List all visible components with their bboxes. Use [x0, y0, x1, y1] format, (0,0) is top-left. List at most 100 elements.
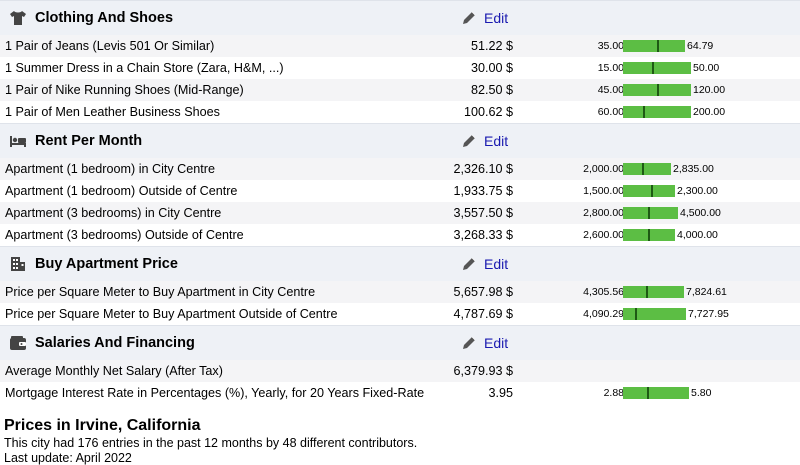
range-high: 5.80: [691, 387, 712, 399]
range-bar: [623, 62, 691, 74]
edit-link[interactable]: Edit: [484, 10, 509, 26]
category-header: Clothing And Shoes Edit: [0, 0, 800, 35]
average-marker: [642, 163, 644, 175]
average-marker: [635, 308, 637, 320]
pencil-icon[interactable]: [461, 10, 477, 26]
range-low: 45.00: [597, 84, 624, 96]
range-bar-area: 5.80: [623, 387, 800, 399]
pencil-icon[interactable]: [461, 133, 477, 149]
range-bar: [623, 40, 685, 52]
item-name: Apartment (3 bedrooms) in City Centre: [0, 202, 443, 224]
average-marker: [643, 106, 645, 118]
category-header: Salaries And Financing Edit: [0, 325, 800, 360]
item-name: Apartment (3 bedrooms) Outside of Centre: [0, 224, 443, 247]
range-bar-area: 2,300.00: [623, 185, 800, 197]
item-price: 4,787.69 $: [443, 303, 513, 326]
edit-button[interactable]: Edit: [444, 335, 799, 351]
category-title-wrap: Rent Per Month: [1, 133, 442, 149]
price-row: 1 Summer Dress in a Chain Store (Zara, H…: [0, 57, 800, 79]
price-table: Clothing And Shoes Edit 1 Pair of Jeans (L…: [0, 0, 800, 404]
building-icon: [9, 256, 27, 272]
range-low: 4,090.29: [583, 308, 624, 320]
range-bar-area: 50.00: [623, 62, 800, 74]
range-high: 200.00: [693, 106, 726, 118]
range-high: 2,835.00: [673, 163, 714, 175]
item-price: 1,933.75 $: [443, 180, 513, 202]
footer: Prices in Irvine, California This city h…: [0, 417, 800, 465]
edit-button[interactable]: Edit: [444, 133, 799, 149]
price-range: 2,800.00 4,500.00: [514, 203, 799, 223]
pencil-icon[interactable]: [461, 256, 477, 272]
price-range: 2,000.00 2,835.00: [514, 159, 799, 179]
category-title: Buy Apartment Price: [35, 256, 178, 272]
item-price: 82.50 $: [443, 79, 513, 101]
item-name: Mortgage Interest Rate in Percentages (%…: [0, 382, 443, 404]
price-row: Average Monthly Net Salary (After Tax) 6,…: [0, 360, 800, 382]
item-price: 51.22 $: [443, 35, 513, 57]
category-title: Clothing And Shoes: [35, 10, 174, 26]
price-range: 60.00 200.00: [514, 102, 799, 122]
price-range: 35.00 64.79: [514, 36, 799, 56]
price-row: Price per Square Meter to Buy Apartment …: [0, 281, 800, 303]
range-bar: [623, 286, 684, 298]
edit-link[interactable]: Edit: [484, 133, 509, 149]
range-high: 7,727.95: [688, 308, 729, 320]
price-range: 2.88 5.80: [514, 383, 799, 403]
price-range: 45.00 120.00: [514, 80, 799, 100]
range-bar-area: 2,835.00: [623, 163, 800, 175]
range-low: 2,000.00: [583, 163, 624, 175]
average-marker: [648, 229, 650, 241]
item-price: 5,657.98 $: [443, 281, 513, 303]
average-marker: [646, 286, 648, 298]
item-name: 1 Pair of Nike Running Shoes (Mid-Range): [0, 79, 443, 101]
pencil-icon[interactable]: [461, 335, 477, 351]
average-marker: [657, 84, 659, 96]
edit-link[interactable]: Edit: [484, 335, 509, 351]
shirt-icon: [9, 10, 27, 26]
range-high: 7,824.61: [686, 286, 727, 298]
average-marker: [657, 40, 659, 52]
category-title: Salaries And Financing: [35, 335, 195, 351]
edit-button[interactable]: Edit: [444, 256, 799, 272]
city-prices-heading: Prices in Irvine, California: [4, 417, 201, 434]
item-name: Average Monthly Net Salary (After Tax): [0, 360, 443, 382]
average-marker: [651, 185, 653, 197]
item-name: Price per Square Meter to Buy Apartment …: [0, 303, 443, 326]
price-row: Apartment (3 bedrooms) in City Centre 3,5…: [0, 202, 800, 224]
average-marker: [647, 387, 649, 399]
category-header: Rent Per Month Edit: [0, 123, 800, 158]
price-row: Apartment (3 bedrooms) Outside of Centre…: [0, 224, 800, 247]
wallet-icon: [9, 335, 27, 351]
item-name: 1 Pair of Men Leather Business Shoes: [0, 101, 443, 124]
range-low: 15.00: [597, 62, 624, 74]
price-range: 2,600.00 4,000.00: [514, 225, 799, 245]
edit-link[interactable]: Edit: [484, 256, 509, 272]
price-row: Mortgage Interest Rate in Percentages (%…: [0, 382, 800, 404]
range-bar: [623, 106, 691, 118]
category-header: Buy Apartment Price Edit: [0, 246, 800, 281]
edit-button[interactable]: Edit: [444, 10, 799, 26]
range-low: 2,800.00: [583, 207, 624, 219]
price-range: 4,305.56 7,824.61: [514, 282, 799, 302]
last-update: Last update: April 2022: [4, 451, 132, 465]
item-name: 1 Pair of Jeans (Levis 501 Or Similar): [0, 35, 443, 57]
range-low: 60.00: [597, 106, 624, 118]
range-high: 50.00: [693, 62, 720, 74]
category-title-wrap: Salaries And Financing: [1, 335, 442, 351]
range-bar: [623, 308, 686, 320]
range-bar-area: 200.00: [623, 106, 800, 118]
price-row: 1 Pair of Men Leather Business Shoes 100.…: [0, 101, 800, 124]
category-title-wrap: Buy Apartment Price: [1, 256, 442, 272]
price-row: Apartment (1 bedroom) in City Centre 2,32…: [0, 158, 800, 180]
range-bar-area: 7,727.95: [623, 308, 800, 320]
price-row: Price per Square Meter to Buy Apartment …: [0, 303, 800, 326]
item-name: Apartment (1 bedroom) in City Centre: [0, 158, 443, 180]
item-price: 6,379.93 $: [443, 360, 513, 382]
price-range: 4,090.29 7,727.95: [514, 304, 799, 324]
item-price: 100.62 $: [443, 101, 513, 124]
range-high: 4,000.00: [677, 229, 718, 241]
range-bar-area: 120.00: [623, 84, 800, 96]
price-row: Apartment (1 bedroom) Outside of Centre 1…: [0, 180, 800, 202]
bed-icon: [9, 133, 27, 149]
average-marker: [648, 207, 650, 219]
